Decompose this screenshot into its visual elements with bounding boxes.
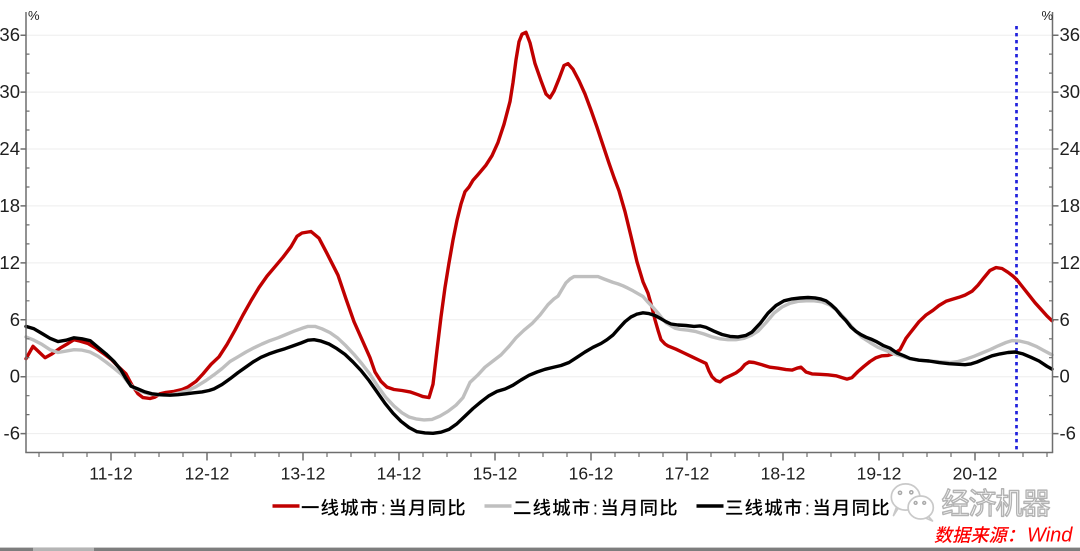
svg-text:18: 18: [0, 195, 20, 216]
svg-text:18: 18: [1060, 195, 1080, 216]
svg-text:14-12: 14-12: [377, 464, 422, 484]
svg-text:0: 0: [10, 366, 20, 387]
svg-text:16-12: 16-12: [569, 464, 614, 484]
svg-text:6: 6: [10, 309, 20, 330]
svg-text:%: %: [28, 8, 40, 23]
svg-text::: :: [805, 498, 810, 518]
svg-text::: :: [381, 498, 386, 518]
svg-text:30: 30: [0, 81, 20, 102]
svg-text:12: 12: [0, 252, 20, 273]
svg-text:12-12: 12-12: [185, 464, 230, 484]
svg-text:19-12: 19-12: [857, 464, 902, 484]
svg-text:24: 24: [0, 138, 20, 159]
svg-text:%: %: [1042, 8, 1054, 23]
svg-text:15-12: 15-12: [473, 464, 518, 484]
svg-text:0: 0: [1060, 366, 1070, 387]
svg-text:-6: -6: [4, 423, 20, 444]
svg-text:30: 30: [1060, 81, 1080, 102]
svg-text:13-12: 13-12: [281, 464, 326, 484]
svg-text::: :: [593, 498, 598, 518]
svg-text:-6: -6: [1060, 423, 1076, 444]
svg-text:36: 36: [1060, 24, 1080, 45]
svg-text:11-12: 11-12: [89, 464, 132, 484]
svg-text:12: 12: [1060, 252, 1080, 273]
svg-text:20-12: 20-12: [953, 464, 998, 484]
svg-text:36: 36: [0, 24, 20, 45]
svg-text:17-12: 17-12: [665, 464, 710, 484]
svg-text:6: 6: [1060, 309, 1070, 330]
svg-text:18-12: 18-12: [761, 464, 806, 484]
svg-text:Wind: Wind: [1027, 525, 1073, 547]
svg-text:24: 24: [1060, 138, 1080, 159]
